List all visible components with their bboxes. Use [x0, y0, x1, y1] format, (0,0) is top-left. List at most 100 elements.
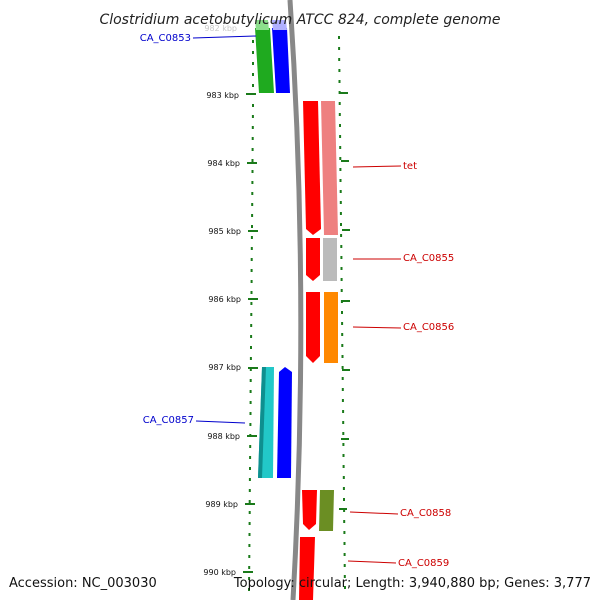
track-dot: [249, 379, 252, 382]
far-left-dotted-track: [252, 40, 254, 87]
track-dot: [251, 115, 254, 118]
cog-feature-tet[interactable]: [321, 101, 338, 235]
cds-feature-tet[interactable]: [303, 101, 321, 235]
track-dot: [248, 555, 251, 558]
track-dot: [251, 137, 254, 140]
track-dot: [340, 234, 343, 237]
track-dot: [343, 520, 346, 523]
track-dot: [250, 291, 253, 294]
track-dot: [338, 36, 340, 39]
topology-text: Topology: circular; Length: 3,940,880 bp…: [233, 576, 591, 591]
map-title: Clostridium acetobutylicum ATCC 824, com…: [99, 12, 500, 28]
track-dot: [339, 168, 342, 171]
gene-label-tet[interactable]: tet: [403, 161, 417, 172]
gene-label-ca-c0855[interactable]: CA_C0855: [403, 253, 454, 264]
track-dot: [342, 410, 345, 413]
track-dot: [248, 566, 251, 569]
cds-feature-ca-c0855[interactable]: [306, 238, 320, 281]
cog-feature-ca-c0855[interactable]: [323, 238, 337, 281]
track-dot: [340, 300, 343, 303]
track-dot: [343, 564, 346, 567]
track-dot: [338, 91, 341, 94]
track-dot: [251, 214, 254, 217]
track-dot: [342, 432, 345, 435]
accession-text: Accession: NC_003030: [9, 576, 157, 591]
track-dot: [341, 333, 344, 336]
track-dot: [339, 124, 341, 127]
track-dot: [338, 80, 341, 83]
track-dot: [248, 511, 251, 514]
track-dot: [339, 190, 342, 193]
track-dot: [343, 509, 346, 512]
track-dot: [250, 302, 253, 305]
tick-label-989: 989 kbp: [205, 500, 238, 509]
track-dot: [338, 69, 341, 72]
reverse-strand-features: [299, 101, 338, 600]
tick-label-988: 988 kbp: [207, 432, 240, 441]
track-dot: [249, 456, 252, 459]
tick-marks: [243, 92, 350, 573]
gene-label-ca-c0859[interactable]: CA_C0859: [398, 558, 449, 569]
track-dot: [249, 368, 252, 371]
track-dot: [250, 236, 253, 239]
track-dot: [343, 553, 346, 556]
cds-feature-ca-c0856[interactable]: [306, 292, 320, 363]
track-dot: [250, 280, 253, 283]
tick-label-990: 990 kbp: [203, 568, 236, 577]
track-dot: [251, 192, 254, 195]
cog-feature-ca-c0856[interactable]: [324, 292, 338, 363]
cds-feature-ca-c0857[interactable]: [277, 367, 292, 478]
track-dot: [340, 245, 343, 248]
track-dot: [338, 47, 341, 50]
track-dot: [340, 289, 343, 292]
track-dot: [248, 544, 251, 547]
track-dot: [339, 157, 342, 160]
track-dot: [341, 366, 344, 369]
track-dot: [342, 454, 345, 457]
track-dot: [252, 104, 254, 107]
track-dot: [342, 421, 345, 424]
cds-feature-ca-c0858[interactable]: [302, 490, 317, 530]
track-dot: [250, 247, 253, 250]
track-dot: [249, 401, 252, 404]
cds-feature-ca-c0859[interactable]: [299, 537, 315, 600]
track-dot: [250, 346, 252, 349]
track-dot: [248, 588, 250, 591]
track-dot: [338, 113, 341, 116]
track-dot: [252, 62, 254, 65]
track-dot: [251, 159, 254, 162]
tick-label-983: 983 kbp: [206, 91, 239, 100]
tick-label-faded: 982 kbp: [204, 24, 237, 33]
track-dot: [252, 84, 254, 87]
track-dot: [250, 269, 253, 272]
track-dot: [250, 258, 253, 261]
track-dot: [251, 148, 254, 151]
label-leader-lines: [192, 35, 402, 564]
gene-label-ca-c0858[interactable]: CA_C0858: [400, 508, 451, 519]
track-dot: [252, 73, 254, 76]
cds-feature-ca-c0853-top: [272, 20, 287, 30]
tick-label-987: 987 kbp: [208, 363, 241, 372]
track-dot: [251, 126, 254, 129]
cog-feature-ca-c0858[interactable]: [319, 490, 334, 531]
track-dot: [339, 212, 342, 215]
track-dot: [249, 445, 252, 448]
track-dot: [248, 500, 251, 503]
track-dot: [251, 181, 254, 184]
gene-label-ca-c0853[interactable]: CA_C0853: [140, 33, 191, 44]
cog-feature-green[interactable]: [255, 28, 274, 93]
track-dot: [342, 443, 345, 446]
gene-label-ca-c0856[interactable]: CA_C0856: [403, 322, 454, 333]
track-dot: [340, 267, 343, 270]
track-dot: [338, 102, 341, 105]
track-dot: [341, 311, 343, 314]
tick-label-986: 986 kbp: [208, 295, 241, 304]
track-dot: [248, 522, 251, 525]
gene-label-ca-c0857[interactable]: CA_C0857: [143, 415, 194, 426]
track-dot: [344, 586, 346, 589]
track-dot: [249, 357, 252, 360]
cds-feature-ca-c0853[interactable]: [272, 28, 290, 93]
track-dot: [341, 322, 344, 325]
